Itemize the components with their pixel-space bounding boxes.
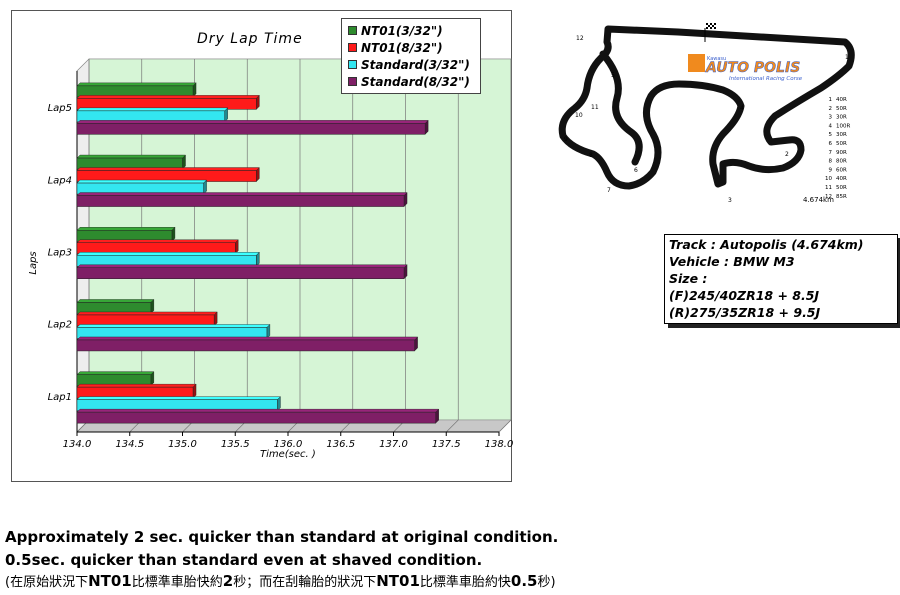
svg-text:International Racing Corse: International Racing Corse: [729, 76, 803, 82]
track-outline: [558, 25, 855, 190]
corner-number: 9: [564, 136, 568, 143]
corner-table-number: 2: [829, 106, 833, 112]
legend-swatch: [348, 43, 357, 52]
note-line-3: (在原始狀況下NT01比標準車胎快約2秒；而在刮輪胎的狀況下NT01比標準車胎約…: [5, 572, 895, 592]
legend-item: Standard(8/32"): [348, 73, 480, 90]
corner-table-radius: 40R: [836, 176, 847, 182]
bar: [76, 123, 426, 135]
y-category-label: Lap1: [48, 392, 72, 403]
bar: [76, 411, 436, 424]
x-tick-label: 135.5: [221, 439, 250, 450]
corner-table-radius: 85R: [836, 194, 847, 200]
corner-table-number: 12: [825, 194, 832, 200]
legend-swatch: [348, 77, 357, 86]
chart-legend: NT01(3/32") NT01(8/32") Standard(3/32") Sta…: [341, 18, 481, 94]
corner-number: 4: [740, 105, 744, 112]
note-segment: 比標準車胎快約: [131, 575, 223, 590]
corner-table-number: 5: [829, 132, 833, 138]
corner-number: 11: [591, 104, 599, 111]
corner-table-radius: 50R: [836, 185, 847, 191]
corner-table-number: 11: [825, 185, 832, 191]
corner-table-radius: 90R: [836, 150, 847, 156]
corner-table-radius: 30R: [836, 132, 847, 138]
x-tick-label: 134.5: [115, 439, 144, 450]
track-map: Kawasu AUTO POLIS International Racing C…: [553, 14, 870, 222]
legend-label: Standard(3/32"): [361, 57, 470, 72]
corner-table-number: 7: [829, 150, 833, 156]
note-segment: 0.5: [510, 572, 538, 590]
svg-text:AUTO POLIS: AUTO POLIS: [705, 60, 800, 76]
autopolis-logo: Kawasu AUTO POLIS International Racing C…: [688, 54, 803, 82]
note-line-2: 0.5sec. quicker than standard even at sh…: [5, 551, 483, 569]
info-size-label: Size :: [669, 271, 708, 286]
corner-number: 8: [589, 152, 593, 159]
note-segment: 比標準車胎約快: [419, 575, 511, 590]
legend-label: Standard(8/32"): [361, 74, 470, 89]
legend-item: NT01(3/32"): [348, 22, 480, 39]
corner-number: 6: [634, 167, 638, 174]
corner-table-radius: 100R: [836, 123, 850, 129]
x-tick-label: 138.0: [485, 439, 513, 450]
legend-label: NT01(8/32"): [361, 40, 443, 55]
y-category-label: Lap3: [48, 248, 72, 259]
corner-table-number: 6: [829, 141, 833, 147]
note-segment: 秒；而在刮輪胎的狀況下: [233, 575, 377, 590]
x-tick-label: 137.5: [432, 439, 461, 450]
info-rear-tire: (R)275/35ZR18 + 9.5J: [669, 305, 821, 320]
corner-number: 1: [845, 54, 849, 61]
corner-table-radius: 80R: [836, 159, 847, 165]
legend-item: NT01(8/32"): [348, 39, 480, 56]
note-segment: (在原始狀況下: [5, 575, 89, 590]
corner-table-radius: 50R: [836, 106, 847, 112]
x-tick-label: 136.5: [326, 439, 355, 450]
bar: [76, 195, 405, 207]
bar: [76, 267, 405, 279]
info-vehicle: Vehicle : BMW M3: [669, 254, 795, 269]
corner-number: 2: [785, 151, 789, 158]
corner-table-number: 3: [829, 115, 833, 121]
y-category-label: Lap4: [48, 175, 72, 186]
legend-swatch: [348, 60, 357, 69]
corner-table-radius: 50R: [836, 141, 847, 147]
corner-number: 5: [611, 72, 615, 79]
x-tick-label: 135.0: [168, 439, 197, 450]
x-tick-label: 134.0: [63, 439, 92, 450]
y-category-label: Lap5: [48, 103, 72, 114]
corner-table-number: 10: [825, 176, 832, 182]
corner-table-radius: 60R: [836, 167, 847, 173]
bar: [76, 339, 415, 352]
info-track: Track : Autopolis (4.674km): [669, 237, 864, 252]
svg-text:Kawasu: Kawasu: [707, 56, 726, 62]
x-tick-label: 137.0: [379, 439, 408, 450]
corner-table-number: 8: [829, 159, 833, 165]
corner-table-number: 1: [829, 97, 833, 103]
note-line-1: Approximately 2 sec. quicker than standa…: [5, 528, 559, 546]
legend-item: Standard(3/32"): [348, 56, 480, 73]
legend-label: NT01(3/32"): [361, 23, 443, 38]
vehicle-info-box: Track : Autopolis (4.674km) Vehicle : BM…: [664, 234, 898, 324]
corner-number: 10: [575, 112, 583, 119]
note-segment: 秒): [537, 575, 556, 590]
x-axis-title: Time(sec. ): [260, 449, 316, 460]
legend-swatch: [348, 26, 357, 35]
x-tick-label: 136.0: [274, 439, 303, 450]
corner-number: 3: [728, 197, 732, 204]
corner-table-radius: 40R: [836, 97, 847, 103]
note-segment: NT01: [376, 572, 420, 590]
corner-table-number: 4: [829, 123, 833, 129]
corner-table-radius: 30R: [836, 115, 847, 121]
note-segment: 2: [222, 572, 234, 590]
corner-number: 12: [576, 35, 584, 42]
chart-title: Dry Lap Time: [197, 31, 303, 47]
checkered-flag-icon: [704, 23, 716, 42]
corner-number: 7: [607, 187, 611, 194]
y-axis-title: Laps: [28, 251, 39, 274]
y-category-label: Lap2: [48, 320, 72, 331]
info-front-tire: (F)245/40ZR18 + 8.5J: [669, 288, 820, 303]
track-length: 4.674km: [803, 196, 834, 204]
corner-table-number: 9: [829, 167, 833, 173]
note-segment: NT01: [88, 572, 132, 590]
summary-notes: Approximately 2 sec. quicker than standa…: [5, 526, 895, 592]
